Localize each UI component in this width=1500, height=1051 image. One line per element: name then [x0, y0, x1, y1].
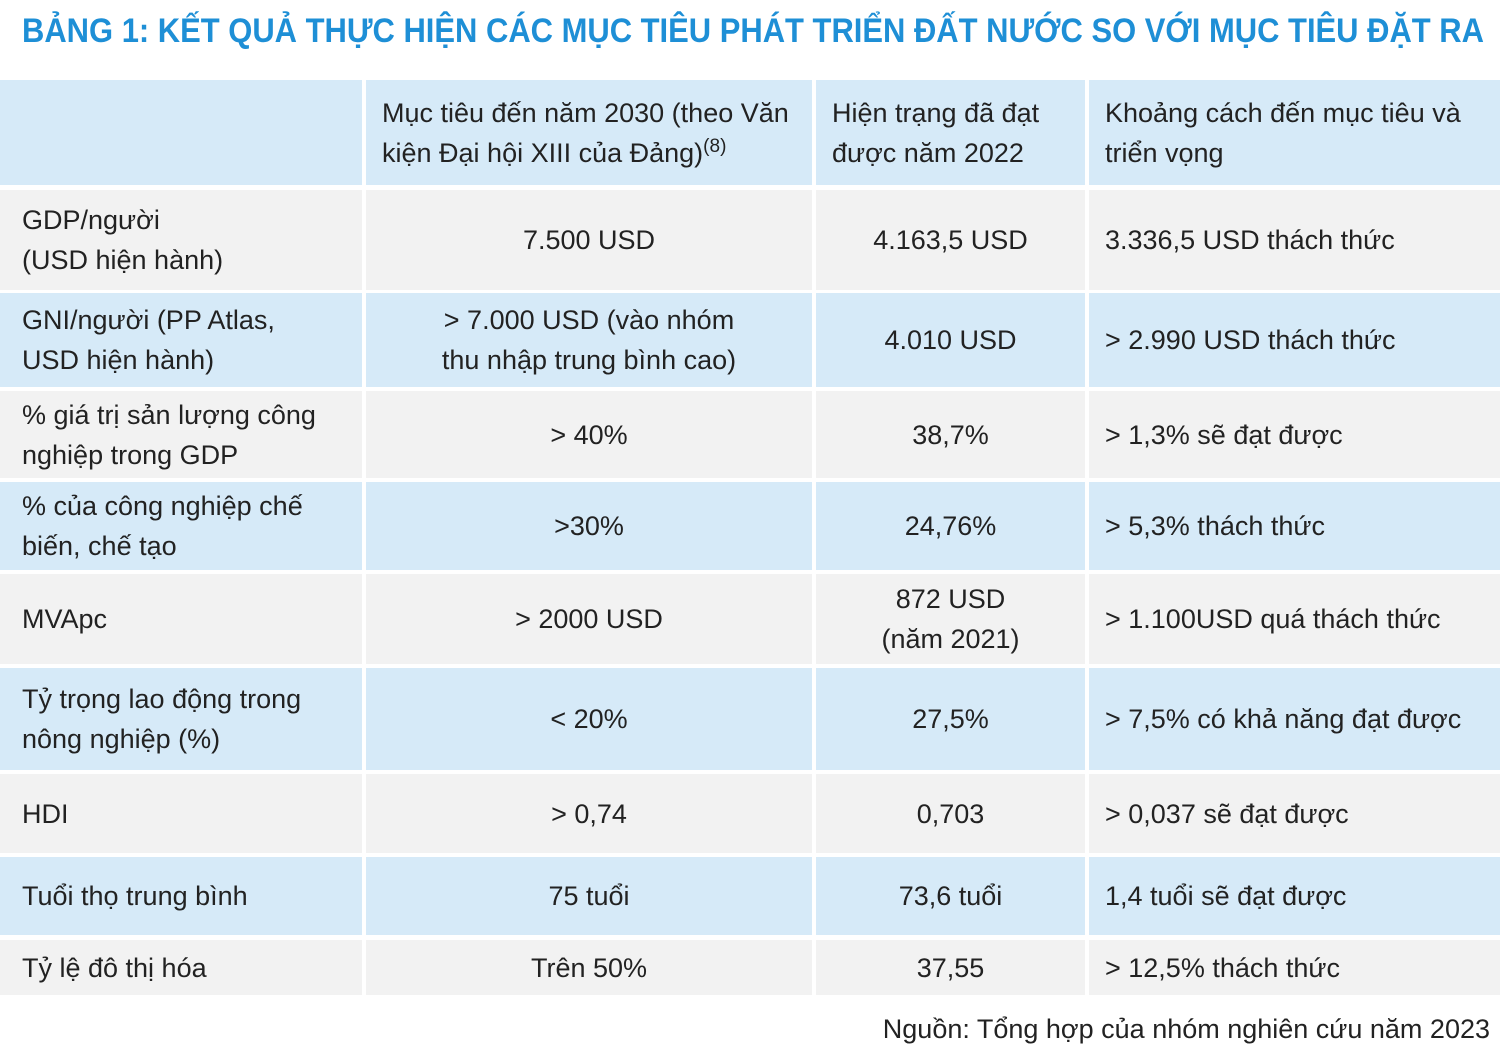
table-cell: GDP/người (USD hiện hành)	[0, 190, 362, 290]
table-cell: % của công nghiệp chế biến, chế tạo	[0, 482, 362, 570]
cell-text: 3.336,5 USD thách thức	[1105, 225, 1395, 255]
table-cell: Tuổi thọ trung bình	[0, 857, 362, 935]
cell-text: % giá trị sản lượng công nghiệp trong GD…	[22, 399, 316, 470]
table-cell: 4.163,5 USD	[816, 190, 1085, 290]
cell-text: GDP/người (USD hiện hành)	[22, 205, 224, 275]
cell-text: GNI/người (PP Atlas, USD hiện hành)	[22, 305, 275, 375]
table-cell: 4.010 USD	[816, 293, 1085, 387]
cell-text: > 2.990 USD thách thức	[1105, 325, 1396, 355]
cell-text: > 1,3% sẽ đạt được	[1105, 419, 1343, 450]
table-title: BẢNG 1: KẾT QUẢ THỰC HIỆN CÁC MỤC TIÊU P…	[22, 12, 1484, 50]
table-cell: Tỷ trọng lao động trong nông nghiệp (%)	[0, 668, 362, 770]
source-note: Nguồn: Tổng hợp của nhóm nghiên cứu năm …	[882, 1014, 1490, 1044]
cell-text: > 5,3% thách thức	[1105, 511, 1325, 541]
table-cell: > 0,74	[366, 774, 812, 853]
table-cell: > 40%	[366, 391, 812, 478]
title-area: BẢNG 1: KẾT QUẢ THỰC HIỆN CÁC MỤC TIÊU P…	[22, 12, 1484, 50]
table-cell: 38,7%	[816, 391, 1085, 478]
cell-text: 38,7%	[912, 419, 989, 450]
table-cell: > 1,3% sẽ đạt được	[1089, 391, 1500, 478]
footnote-ref: (8)	[703, 135, 727, 157]
table-cell: 872 USD (năm 2021)	[816, 574, 1085, 664]
cell-text: > 12,5% thách thức	[1105, 952, 1340, 983]
table-cell: >30%	[366, 482, 812, 570]
header-text-wrap: Khoảng cách đến mục tiêu và triển vọng	[1105, 93, 1492, 173]
table-cell: 73,6 tuổi	[816, 857, 1085, 935]
table-cell: > 12,5% thách thức	[1089, 940, 1500, 995]
table-cell: 75 tuổi	[366, 857, 812, 935]
cell-text: Tỷ lệ đô thị hóa	[22, 952, 207, 983]
cell-text: > 1.100USD quá thách thức	[1105, 604, 1441, 634]
header-text: Khoảng cách đến mục tiêu và triển vọng	[1105, 97, 1461, 168]
table-cell: 3.336,5 USD thách thức	[1089, 190, 1500, 290]
cell-text: < 20%	[550, 704, 628, 734]
table-cell: > 0,037 sẽ đạt được	[1089, 774, 1500, 853]
cell-text: % của công nghiệp chế biến, chế tạo	[22, 491, 303, 561]
cell-text: Tỷ trọng lao động trong nông nghiệp (%)	[22, 684, 302, 754]
table-cell: > 2.990 USD thách thức	[1089, 293, 1500, 387]
cell-text: > 7.000 USD (vào nhóm thu nhập trung bìn…	[441, 305, 737, 375]
cell-text: 0,703	[916, 798, 985, 829]
table-cell: % giá trị sản lượng công nghiệp trong GD…	[0, 391, 362, 478]
cell-text: HDI	[22, 798, 69, 829]
table-cell: 24,76%	[816, 482, 1085, 570]
cell-text: MVApc	[22, 604, 108, 634]
cell-text: > 40%	[550, 419, 628, 450]
table-cell: 27,5%	[816, 668, 1085, 770]
table-cell: Trên 50%	[366, 940, 812, 995]
cell-text: >30%	[554, 511, 624, 541]
cell-text: 37,55	[916, 952, 985, 983]
table-cell: GNI/người (PP Atlas, USD hiện hành)	[0, 293, 362, 387]
table-cell: > 2000 USD	[366, 574, 812, 664]
table-cell: 37,55	[816, 940, 1085, 995]
table-cell: 7.500 USD	[366, 190, 812, 290]
header-text-wrap: Mục tiêu đến năm 2030 (theo Văn kiện Đại…	[382, 93, 804, 173]
cell-text: Tuổi thọ trung bình	[22, 881, 248, 911]
header-text-wrap: Hiện trạng đã đạt được năm 2022	[832, 93, 1077, 173]
table-cell: > 5,3% thách thức	[1089, 482, 1500, 570]
cell-text: 872 USD (năm 2021)	[881, 584, 1020, 654]
table-cell: > 1.100USD quá thách thức	[1089, 574, 1500, 664]
cell-text: 27,5%	[912, 704, 989, 734]
cell-text: 4.163,5 USD	[873, 225, 1028, 255]
table-cell: Tỷ lệ đô thị hóa	[0, 940, 362, 995]
cell-text: 24,76%	[904, 511, 997, 541]
table-cell: 1,4 tuổi sẽ đạt được	[1089, 857, 1500, 935]
header-text: Mục tiêu đến năm 2030 (theo Văn kiện Đại…	[382, 97, 789, 168]
table-cell: 0,703	[816, 774, 1085, 853]
cell-text: 73,6 tuổi	[898, 881, 1003, 911]
header-cell: Hiện trạng đã đạt được năm 2022	[816, 80, 1085, 185]
cell-text: 75 tuổi	[548, 881, 630, 911]
header-cell: Mục tiêu đến năm 2030 (theo Văn kiện Đại…	[366, 80, 812, 185]
cell-text: 7.500 USD	[522, 225, 656, 255]
header-text: Hiện trạng đã đạt được năm 2022	[832, 97, 1040, 168]
cell-text: 4.010 USD	[884, 325, 1017, 355]
cell-text: > 7,5% có khả năng đạt được	[1105, 704, 1462, 734]
cell-text: > 0,037 sẽ đạt được	[1105, 798, 1349, 829]
table-cell: < 20%	[366, 668, 812, 770]
cell-text: 1,4 tuổi sẽ đạt được	[1105, 881, 1347, 911]
table-cell: HDI	[0, 774, 362, 853]
table-cell: > 7,5% có khả năng đạt được	[1089, 668, 1500, 770]
cell-text: > 2000 USD	[515, 604, 663, 634]
cell-text: Trên 50%	[530, 952, 648, 983]
table-cell: > 7.000 USD (vào nhóm thu nhập trung bìn…	[366, 293, 812, 387]
table-cell: MVApc	[0, 574, 362, 664]
cell-text: > 0,74	[551, 798, 627, 829]
header-cell	[0, 80, 362, 185]
header-cell: Khoảng cách đến mục tiêu và triển vọng	[1089, 80, 1500, 185]
